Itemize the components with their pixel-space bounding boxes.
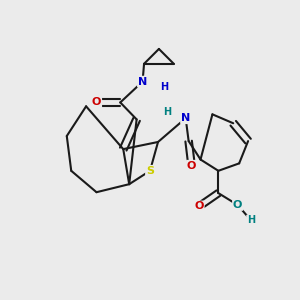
Text: H: H (163, 107, 171, 117)
Text: S: S (146, 166, 154, 176)
Text: N: N (181, 113, 190, 123)
Text: O: O (194, 202, 204, 212)
Text: O: O (187, 161, 196, 171)
Text: O: O (233, 200, 242, 210)
Text: N: N (138, 76, 147, 87)
Text: H: H (160, 82, 168, 92)
Text: H: H (247, 215, 255, 225)
Text: O: O (92, 98, 101, 107)
